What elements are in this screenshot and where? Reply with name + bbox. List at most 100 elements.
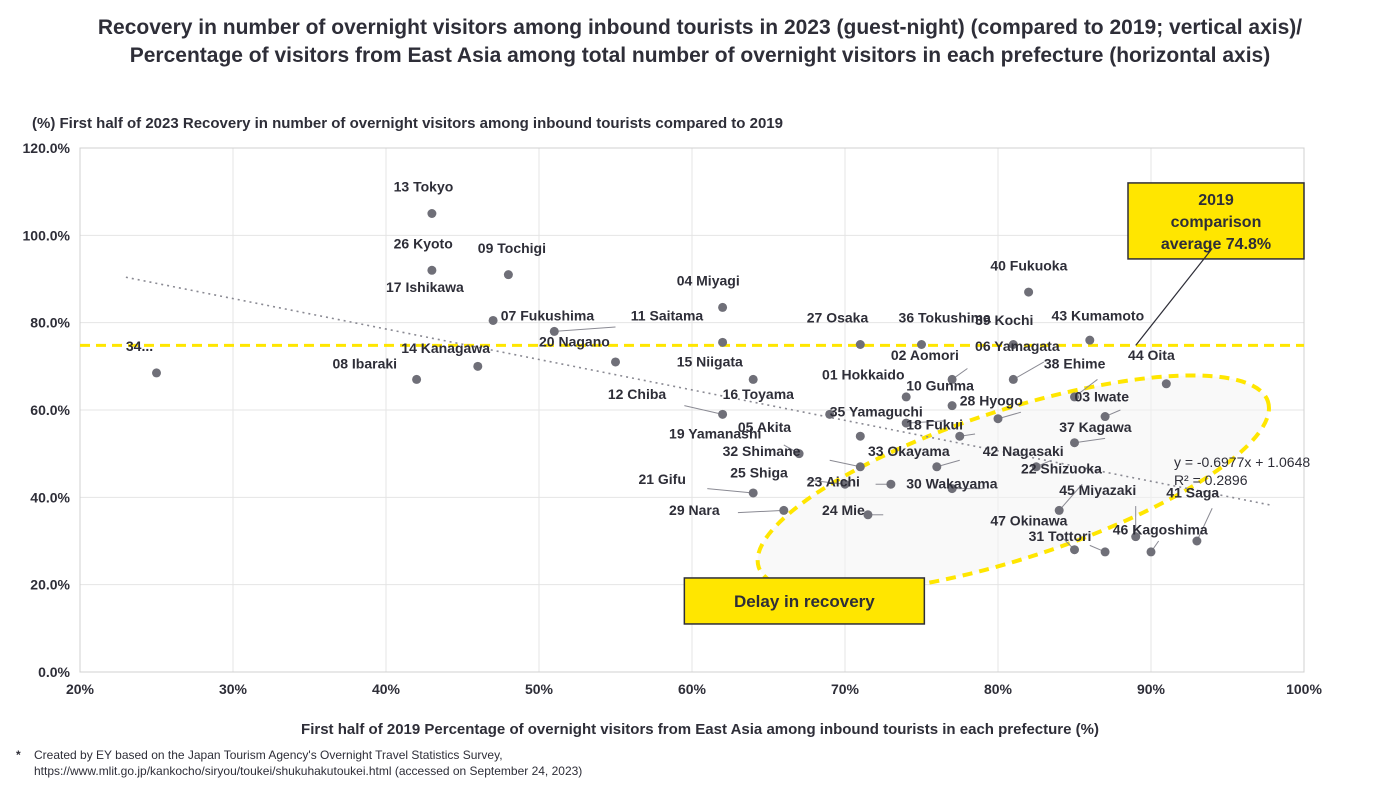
data-point-label: 04 Miyagi xyxy=(677,273,740,289)
data-point-label: 23 Aichi xyxy=(807,473,860,489)
data-point xyxy=(1192,537,1201,546)
data-point-label: 24 Mie xyxy=(822,502,865,518)
delay-callout-text: Delay in recovery xyxy=(734,592,875,611)
data-point-label: 06 Yamagata xyxy=(975,338,1060,354)
data-point-label: 12 Chiba xyxy=(608,386,667,402)
data-point xyxy=(152,368,161,377)
data-point-label: 13 Tokyo xyxy=(394,179,454,195)
footnote-line-1: Created by EY based on the Japan Tourism… xyxy=(34,748,503,762)
x-tick-label: 50% xyxy=(525,681,554,697)
data-point xyxy=(1009,375,1018,384)
data-point xyxy=(718,410,727,419)
chart-title: Recovery in number of overnight visitors… xyxy=(0,14,1400,71)
data-point xyxy=(749,488,758,497)
x-tick-label: 80% xyxy=(984,681,1013,697)
data-point-label: 39 Kochi xyxy=(975,312,1033,328)
title-line-1: Recovery in number of overnight visitors… xyxy=(98,16,1302,39)
data-point-label: 22 Shizuoka xyxy=(1021,460,1102,476)
y-tick-label: 100.0% xyxy=(23,227,71,243)
data-point xyxy=(718,303,727,312)
data-point-label: 28 Hyogo xyxy=(960,393,1023,409)
regression-eq: y = -0.6977x + 1.0648 xyxy=(1174,454,1310,470)
data-point xyxy=(948,401,957,410)
avg-callout-text: 2019 xyxy=(1198,192,1234,209)
x-axis-label: First half of 2019 Percentage of overnig… xyxy=(0,721,1400,738)
data-point xyxy=(932,462,941,471)
data-point-label: 21 Gifu xyxy=(638,471,685,487)
data-point xyxy=(1085,336,1094,345)
data-point xyxy=(412,375,421,384)
x-tick-label: 100% xyxy=(1286,681,1322,697)
data-point xyxy=(427,266,436,275)
data-point-label: 09 Tochigi xyxy=(478,240,546,256)
data-point-label: 03 Iwate xyxy=(1075,388,1130,404)
data-point xyxy=(1162,379,1171,388)
x-tick-label: 60% xyxy=(678,681,707,697)
data-point xyxy=(955,432,964,441)
x-tick-label: 40% xyxy=(372,681,401,697)
data-point-label: 10 Gunma xyxy=(906,377,974,393)
data-point xyxy=(1101,547,1110,556)
data-point xyxy=(856,462,865,471)
data-point xyxy=(473,362,482,371)
data-point xyxy=(504,270,513,279)
data-point-label: 02 Aomori xyxy=(891,347,959,363)
data-point-label: 25 Shiga xyxy=(730,465,788,481)
x-tick-label: 90% xyxy=(1137,681,1166,697)
data-point-label: 17 Ishikawa xyxy=(386,279,464,295)
data-point-label: 11 Saitama xyxy=(631,307,704,323)
regression-r2: R² = 0.2896 xyxy=(1174,472,1248,488)
data-point-label: 47 Okinawa xyxy=(990,513,1067,529)
data-point-label: 01 Hokkaido xyxy=(822,366,904,382)
data-point xyxy=(902,392,911,401)
data-point-label: 30 Wakayama xyxy=(906,476,998,492)
y-tick-label: 60.0% xyxy=(30,402,70,418)
data-point xyxy=(611,357,620,366)
y-axis-label: (%) First half of 2023 Recovery in numbe… xyxy=(32,115,783,132)
data-point xyxy=(749,375,758,384)
y-tick-label: 0.0% xyxy=(38,664,70,680)
data-point xyxy=(1024,288,1033,297)
data-point-label: 45 Miyazaki xyxy=(1059,482,1136,498)
data-point xyxy=(427,209,436,218)
data-point xyxy=(1070,438,1079,447)
data-point-label: 33 Okayama xyxy=(868,443,950,459)
data-point xyxy=(718,338,727,347)
data-point-label: 38 Ehime xyxy=(1044,356,1106,372)
data-point-label: 29 Nara xyxy=(669,502,720,518)
y-tick-label: 20.0% xyxy=(30,577,70,593)
data-point-label: 20 Nagano xyxy=(539,334,610,350)
data-point xyxy=(489,316,498,325)
title-line-2: Percentage of visitors from East Asia am… xyxy=(130,44,1270,67)
data-point xyxy=(856,340,865,349)
data-point-label: 34... xyxy=(126,338,153,354)
data-point-label: 43 Kumamoto xyxy=(1052,307,1145,323)
data-point-label: 19 Yamanashi xyxy=(669,425,761,441)
avg-callout-text: average 74.8% xyxy=(1161,236,1271,253)
data-point-label: 40 Fukuoka xyxy=(990,257,1067,273)
x-tick-label: 30% xyxy=(219,681,248,697)
data-point-label: 14 Kanagawa xyxy=(401,340,490,356)
data-point-label: 46 Kagoshima xyxy=(1113,521,1208,537)
data-point-label: 26 Kyoto xyxy=(394,235,453,251)
x-tick-label: 20% xyxy=(66,681,95,697)
footnote-line-2: https://www.mlit.go.jp/kankocho/siryou/t… xyxy=(34,764,582,778)
y-tick-label: 120.0% xyxy=(23,140,71,156)
data-point-label: 37 Kagawa xyxy=(1059,419,1132,435)
x-tick-label: 70% xyxy=(831,681,860,697)
data-point xyxy=(1147,547,1156,556)
data-point-label: 44 Oita xyxy=(1128,347,1175,363)
data-point xyxy=(779,506,788,515)
chart-container: Recovery in number of overnight visitors… xyxy=(0,0,1400,795)
data-point-label: 15 Niigata xyxy=(677,353,743,369)
footnote: *Created by EY based on the Japan Touris… xyxy=(16,747,582,779)
data-point-label: 08 Ibaraki xyxy=(332,356,397,372)
data-point-label: 16 Toyama xyxy=(723,386,795,402)
y-tick-label: 40.0% xyxy=(30,489,70,505)
data-point xyxy=(994,414,1003,423)
y-tick-label: 80.0% xyxy=(30,315,70,331)
data-point-label: 18 Fukui xyxy=(906,417,963,433)
data-point xyxy=(1070,545,1079,554)
avg-callout-text: comparison xyxy=(1171,214,1262,231)
data-point-label: 32 Shimane xyxy=(723,443,801,459)
